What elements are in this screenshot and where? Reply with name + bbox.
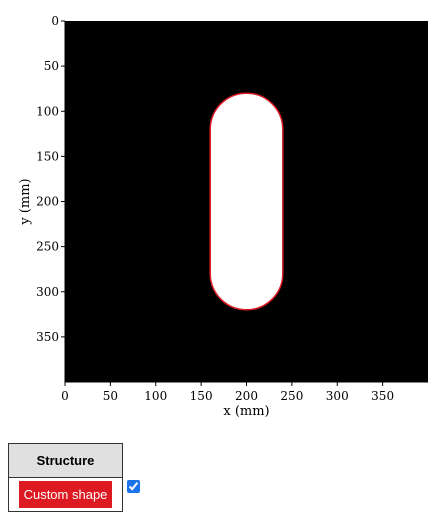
y-tick-label: 150 bbox=[36, 149, 59, 163]
custom-shape-label[interactable]: Custom shape bbox=[19, 481, 113, 508]
y-tick-label: 200 bbox=[36, 195, 59, 209]
legend-row: Custom shape bbox=[9, 478, 122, 511]
plot: 0 50 100 150 200 250 300 350 0 50 100 150 200 250 300 3… bbox=[0, 0, 448, 430]
custom-shape-visibility-checkbox[interactable] bbox=[127, 480, 140, 493]
x-tick-label: 50 bbox=[103, 389, 118, 403]
x-tick-label: 150 bbox=[190, 389, 213, 403]
y-tick-label: 100 bbox=[36, 104, 59, 118]
x-tick-label: 100 bbox=[144, 389, 167, 403]
y-tick-label: 350 bbox=[36, 330, 59, 344]
y-tick-label: 250 bbox=[36, 240, 59, 254]
x-axis-label: x (mm) bbox=[223, 404, 269, 419]
shape-layer bbox=[210, 93, 283, 310]
y-tick-label: 50 bbox=[44, 59, 59, 73]
y-tick-label: 300 bbox=[36, 285, 59, 299]
x-tick-label: 250 bbox=[280, 389, 303, 403]
y-axis-label: y (mm) bbox=[18, 178, 33, 225]
y-tick-label: 0 bbox=[51, 14, 59, 28]
custom-shape bbox=[210, 93, 283, 310]
x-tick-label: 200 bbox=[235, 389, 258, 403]
x-tick-label: 0 bbox=[61, 389, 69, 403]
legend-header: Structure bbox=[9, 444, 122, 478]
structure-legend: Structure Custom shape bbox=[8, 443, 123, 512]
x-tick-label: 300 bbox=[326, 389, 349, 403]
x-tick-label: 350 bbox=[371, 389, 394, 403]
